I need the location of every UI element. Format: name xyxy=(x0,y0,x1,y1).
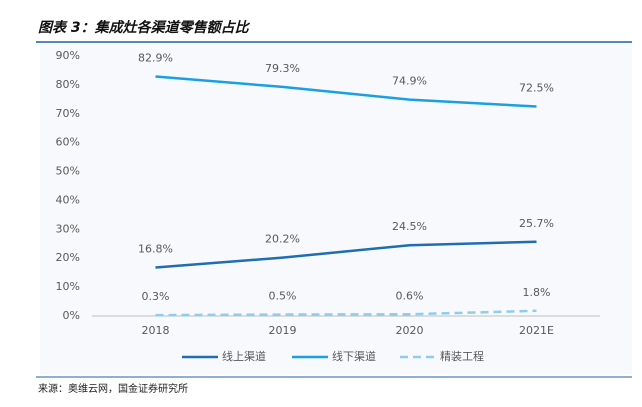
y-tick-label: 40% xyxy=(56,193,80,206)
y-tick-label: 50% xyxy=(56,165,80,178)
y-tick-label: 90% xyxy=(56,49,80,62)
data-label: 82.9% xyxy=(138,52,173,65)
legend-label: 线下渠道 xyxy=(332,349,376,363)
y-tick-label: 20% xyxy=(56,251,80,264)
series-line xyxy=(155,240,537,269)
y-tick-label: 0% xyxy=(63,309,80,322)
x-tick-label: 2020 xyxy=(396,324,424,337)
data-label: 0.5% xyxy=(269,290,297,303)
chart-background xyxy=(40,44,632,374)
chart-title: 图表 3：集成灶各渠道零售额占比 xyxy=(38,19,251,36)
series-line xyxy=(155,309,537,317)
data-label: 24.5% xyxy=(392,220,427,233)
data-label: 16.8% xyxy=(138,242,173,255)
data-label: 25.7% xyxy=(519,217,554,230)
data-label: 79.3% xyxy=(265,62,300,75)
y-tick-label: 70% xyxy=(56,107,80,120)
y-tick-label: 10% xyxy=(56,280,80,293)
x-tick-label: 2018 xyxy=(142,324,170,337)
y-tick-label: 60% xyxy=(56,136,80,149)
x-tick-label: 2021E xyxy=(519,324,554,337)
series-line xyxy=(155,75,537,108)
data-label: 0.3% xyxy=(142,290,170,303)
legend-label: 精装工程 xyxy=(440,350,484,363)
data-label: 0.6% xyxy=(396,289,424,302)
data-label: 1.8% xyxy=(523,286,551,299)
y-tick-label: 30% xyxy=(56,222,80,235)
source: 来源：奥维云网，国金证券研究所 xyxy=(38,382,188,395)
data-label: 74.9% xyxy=(392,75,427,88)
data-label: 72.5% xyxy=(519,82,554,95)
legend-label: 线上渠道 xyxy=(222,349,266,363)
data-label: 20.2% xyxy=(265,233,300,246)
y-tick-label: 80% xyxy=(56,78,80,91)
x-tick-label: 2019 xyxy=(269,324,297,337)
